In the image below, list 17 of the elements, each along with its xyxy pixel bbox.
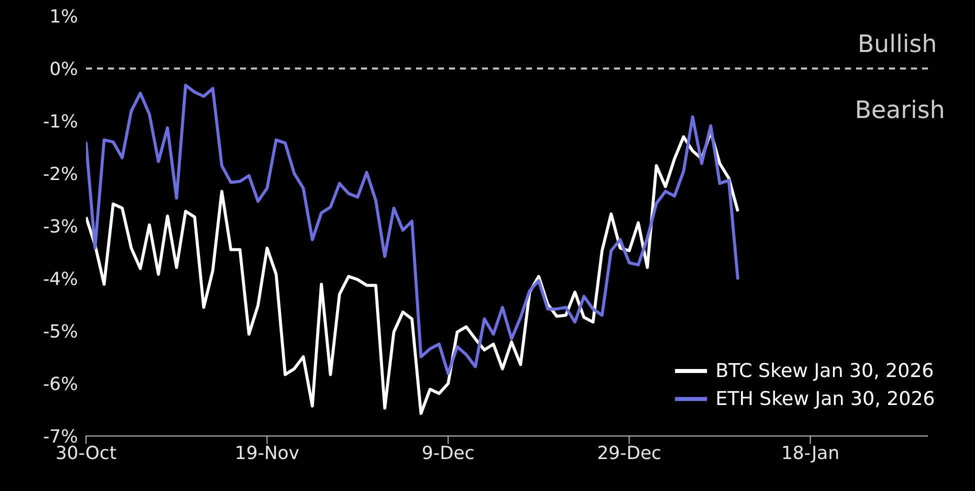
y-tick-label: -3% — [42, 216, 78, 238]
annotation: Bullish — [858, 30, 937, 58]
y-tick-label: 1% — [49, 6, 78, 28]
x-tick-label: 19-Nov — [234, 442, 300, 464]
x-tick-label: 30-Oct — [55, 442, 117, 464]
x-tick-label: 9-Dec — [422, 442, 475, 464]
y-tick-label: -4% — [42, 268, 78, 290]
y-tick-label: -6% — [42, 374, 78, 395]
x-tick-label: 29-Dec — [597, 442, 662, 464]
legend-label: ETH Skew Jan 30, 2026 — [715, 388, 935, 410]
y-tick-label: -5% — [42, 321, 78, 342]
legend-label: BTC Skew Jan 30, 2026 — [715, 360, 934, 382]
y-tick-label: 0% — [49, 58, 78, 80]
annotation: Bearish — [854, 96, 945, 124]
x-tick-label: 18-Jan — [781, 442, 840, 464]
y-tick-label: -2% — [42, 164, 78, 185]
y-tick-label: -1% — [42, 111, 78, 132]
